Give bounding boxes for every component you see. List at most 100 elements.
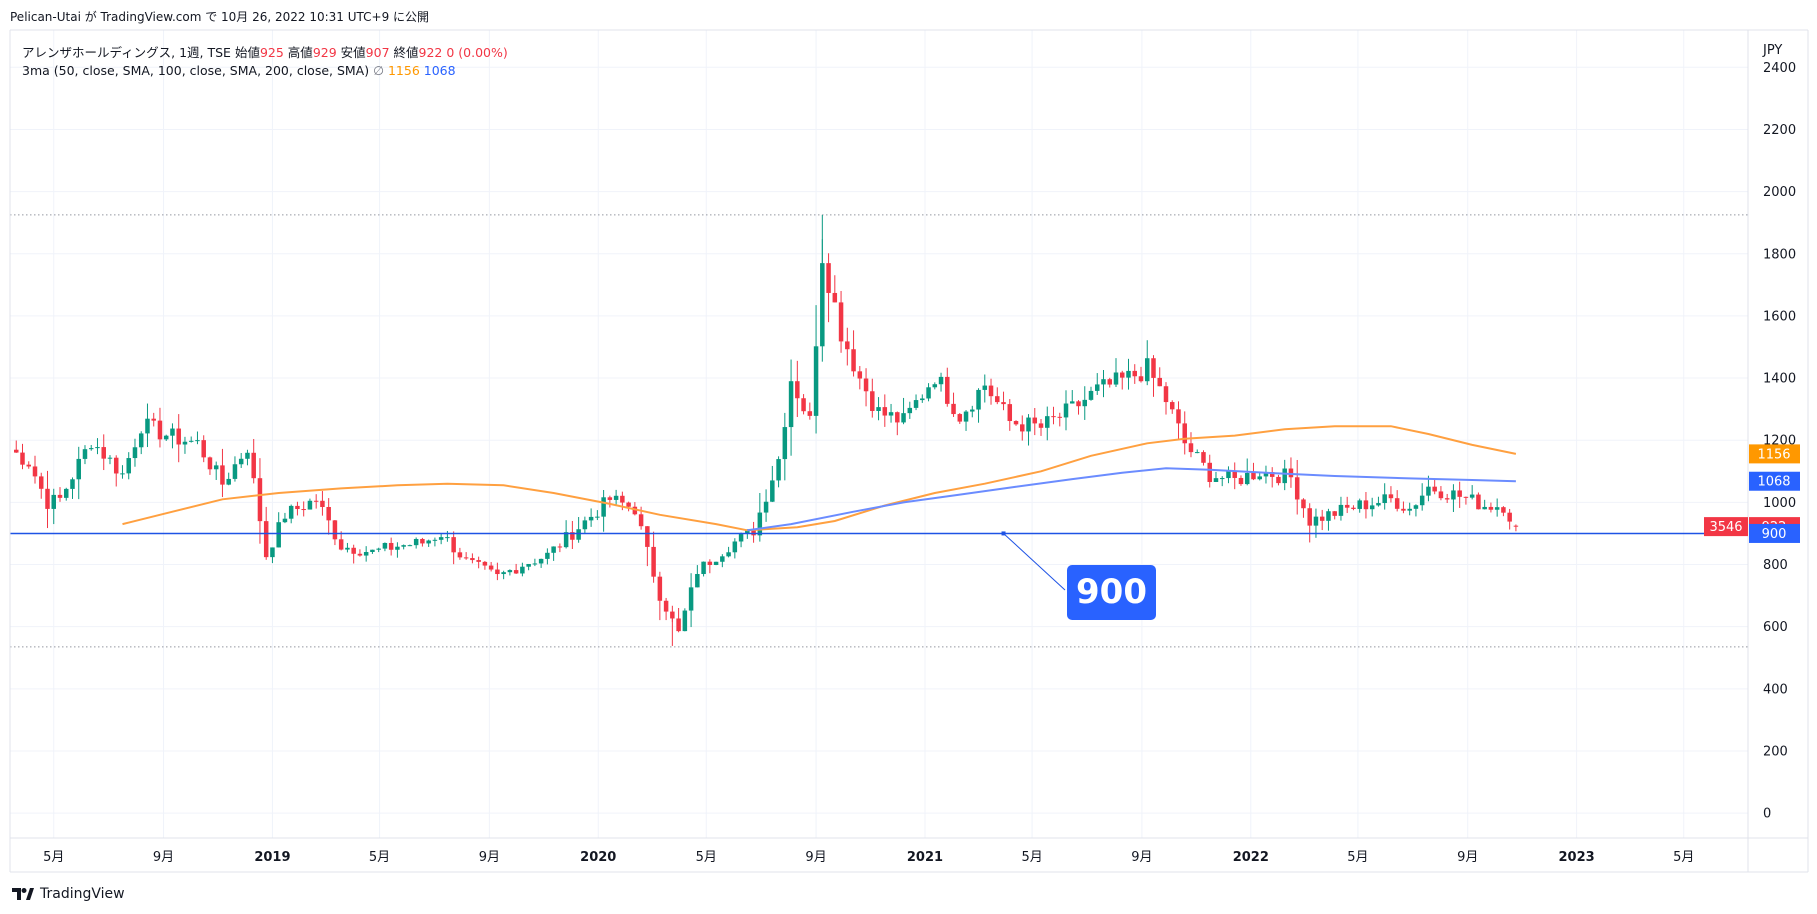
candle-body: [70, 479, 75, 489]
candle-body: [1469, 494, 1475, 498]
candle-body: [470, 558, 475, 561]
candle-body: [1307, 508, 1312, 526]
candle-body: [701, 561, 706, 575]
candle-body: [432, 539, 438, 541]
candle-body: [1413, 505, 1419, 509]
indicator-legend[interactable]: 3ma (50, close, SMA, 100, close, SMA, 20…: [22, 63, 456, 78]
candle-body: [320, 500, 325, 508]
candle-body: [1444, 498, 1450, 500]
x-tick-label: 5月: [43, 850, 64, 865]
candle-body: [195, 440, 200, 442]
candle-body: [1369, 505, 1375, 510]
candle-body: [257, 478, 263, 522]
candle-body: [732, 541, 738, 553]
candle-body: [688, 587, 694, 611]
candle-body: [1157, 377, 1162, 387]
open-value: 925: [259, 45, 284, 60]
candle-body: [1151, 358, 1156, 378]
tradingview-brand[interactable]: TradingView: [12, 886, 125, 902]
candle-body: [1207, 462, 1212, 482]
candle-body: [426, 540, 431, 544]
candle-body: [857, 371, 863, 379]
candle-body: [345, 547, 350, 550]
candle-body: [1257, 476, 1262, 480]
candle-body: [751, 529, 756, 536]
candle-body: [51, 494, 56, 509]
candle-body: [1213, 478, 1219, 482]
x-tick-label: 9月: [805, 850, 826, 865]
candle-body: [401, 545, 406, 547]
candle-body: [1382, 494, 1387, 504]
high-value: 929: [312, 45, 337, 60]
candle-body: [1238, 477, 1244, 485]
x-tick-label: 5月: [369, 850, 390, 865]
candle-body: [226, 478, 231, 485]
candle-body: [695, 574, 700, 588]
candle-body: [507, 570, 513, 573]
callout-label: 900: [1076, 572, 1147, 612]
candle-body: [1313, 516, 1319, 526]
change-value: 0 (0.00%): [446, 45, 508, 60]
candle-body: [676, 618, 681, 632]
candle-body: [482, 561, 488, 566]
x-tick-label: 5月: [1021, 850, 1042, 865]
x-tick-label: 2023: [1559, 850, 1595, 865]
candle-body: [645, 526, 650, 547]
candle-body: [63, 488, 69, 498]
candle-body: [526, 563, 531, 567]
y-tick-label: 800: [1763, 558, 1788, 573]
candle-body: [176, 428, 181, 445]
candle-body: [1451, 490, 1456, 500]
candle-body: [1163, 386, 1169, 403]
candle-body: [95, 447, 100, 449]
candle-body: [1438, 491, 1444, 499]
candle-body: [301, 509, 306, 511]
candle-body: [57, 494, 63, 498]
candle-body: [776, 459, 781, 481]
x-tick-label: 2021: [907, 850, 943, 865]
candle-body: [382, 542, 388, 549]
symbol-name: アレンザホールディングス, 1週, TSE: [22, 45, 231, 60]
candle-body: [1351, 507, 1356, 509]
candle-body: [545, 552, 550, 559]
candle-body: [220, 465, 225, 485]
countdown-label-text: 3546: [1709, 520, 1742, 535]
candle-body: [757, 512, 763, 536]
candle-body: [157, 420, 163, 440]
candle-body: [620, 495, 625, 503]
candle-body: [720, 556, 725, 562]
candle-body: [795, 381, 800, 399]
candle-body: [88, 448, 94, 450]
na-symbol: ∅: [373, 63, 384, 78]
candle-body: [207, 457, 213, 470]
candle-body: [1494, 507, 1500, 510]
callout-connector: [1003, 533, 1066, 591]
candle-body: [582, 520, 588, 530]
candle-body: [1432, 486, 1437, 492]
brand-text: TradingView: [40, 886, 125, 902]
ma-line-sma50: [122, 425, 1517, 532]
candle-body: [901, 413, 906, 423]
candle-body: [463, 557, 469, 559]
candle-body: [288, 505, 294, 519]
candle-body: [488, 565, 494, 570]
candle-body: [838, 302, 844, 342]
candle-body: [413, 538, 419, 546]
candle-body: [1201, 452, 1206, 463]
candle-body: [613, 495, 619, 500]
candle-body: [76, 458, 81, 480]
candle-body: [907, 407, 913, 414]
x-tick-label: 2019: [254, 850, 290, 865]
candle-body: [326, 507, 331, 521]
candle-body: [351, 547, 356, 554]
candle-body: [1282, 468, 1287, 484]
candle-body: [1419, 495, 1425, 506]
candle-body: [1482, 506, 1487, 510]
candle-body: [1063, 403, 1069, 418]
price-label-text: 1068: [1757, 475, 1790, 490]
candle-body: [820, 263, 825, 347]
candle-body: [38, 476, 44, 489]
candle-body: [1507, 512, 1512, 522]
candle-body: [745, 529, 750, 534]
